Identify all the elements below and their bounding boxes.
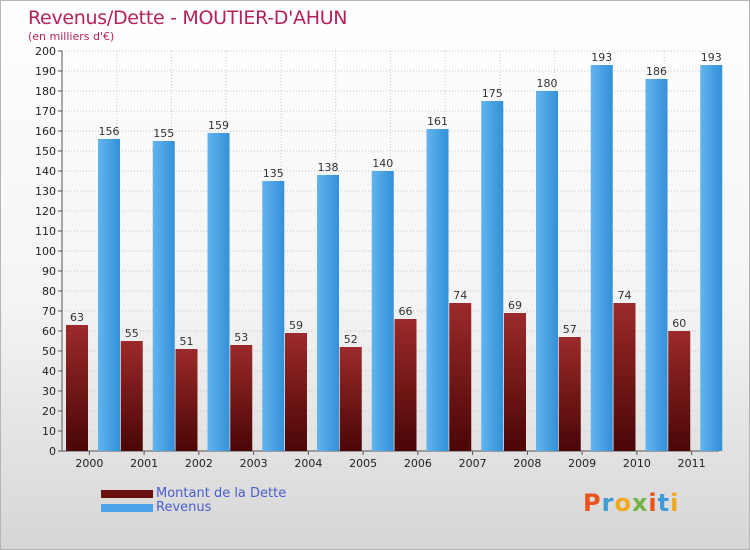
y-tick-label: 170 bbox=[35, 105, 56, 118]
data-label-revenue: 193 bbox=[591, 51, 612, 64]
data-label-debt: 63 bbox=[70, 311, 84, 324]
y-tick-label: 10 bbox=[42, 425, 56, 438]
bar-revenue bbox=[481, 101, 504, 451]
y-tick-label: 100 bbox=[35, 245, 56, 258]
bar-revenue bbox=[426, 129, 449, 451]
data-labels: 63 156 55 155 51 159 53 135 59 138 52 140 66 161 74 175… bbox=[70, 51, 722, 348]
bar-debt bbox=[120, 341, 143, 451]
bar-revenue bbox=[98, 139, 120, 451]
data-label-revenue: 159 bbox=[208, 119, 229, 132]
bar-debt bbox=[504, 313, 526, 451]
data-label-revenue: 186 bbox=[646, 65, 667, 78]
bar-revenue bbox=[317, 175, 339, 451]
bar-debt bbox=[66, 325, 88, 451]
bar-revenue bbox=[207, 133, 230, 451]
data-label-debt: 53 bbox=[234, 331, 248, 344]
bar-debt bbox=[285, 333, 307, 451]
legend-item-revenue: Revenus bbox=[101, 501, 286, 515]
y-tick-label: 0 bbox=[49, 445, 56, 458]
bar-revenue bbox=[590, 65, 613, 451]
y-tick-label: 150 bbox=[35, 145, 56, 158]
legend: Montant de la Dette Revenus bbox=[101, 487, 286, 515]
x-tick-label: 2005 bbox=[349, 457, 377, 470]
bar-debt bbox=[230, 345, 253, 451]
bar-revenue bbox=[371, 171, 394, 451]
data-label-debt: 69 bbox=[508, 299, 522, 312]
data-label-debt: 60 bbox=[672, 317, 686, 330]
y-tick-label: 120 bbox=[35, 205, 56, 218]
bar-revenue bbox=[645, 79, 668, 451]
y-tick-label: 130 bbox=[35, 185, 56, 198]
data-label-revenue: 161 bbox=[427, 115, 448, 128]
bar-debt bbox=[613, 303, 636, 451]
data-label-debt: 52 bbox=[344, 333, 358, 346]
bar-debt bbox=[394, 319, 417, 451]
x-tick-label: 2009 bbox=[568, 457, 596, 470]
data-label-debt: 51 bbox=[180, 335, 194, 348]
y-tick-label: 140 bbox=[35, 165, 56, 178]
axes: 0 10 20 30 40 50 60 70 80 90 100 110 120 130 140 150 160… bbox=[35, 45, 719, 470]
bar-revenue bbox=[536, 91, 558, 451]
x-tick-label: 2004 bbox=[294, 457, 322, 470]
y-tick-label: 160 bbox=[35, 125, 56, 138]
y-tick-label: 60 bbox=[42, 325, 56, 338]
data-label-revenue: 155 bbox=[153, 127, 174, 140]
y-tick-label: 70 bbox=[42, 305, 56, 318]
proxiti-logo: Proxiti bbox=[583, 489, 680, 517]
bar-revenue bbox=[262, 181, 285, 451]
x-tick-label: 2001 bbox=[130, 457, 158, 470]
bar-debt bbox=[668, 331, 691, 451]
y-tick-label: 50 bbox=[42, 345, 56, 358]
data-label-revenue: 156 bbox=[99, 125, 120, 138]
data-label-revenue: 138 bbox=[318, 161, 339, 174]
data-label-debt: 74 bbox=[453, 289, 467, 302]
y-tick-label: 90 bbox=[42, 265, 56, 278]
data-label-revenue: 140 bbox=[372, 157, 393, 170]
x-tick-label: 2003 bbox=[240, 457, 268, 470]
bar-debt bbox=[558, 337, 581, 451]
x-tick-label: 2008 bbox=[513, 457, 541, 470]
data-label-debt: 59 bbox=[289, 319, 303, 332]
legend-swatch-debt bbox=[101, 490, 153, 498]
legend-item-debt: Montant de la Dette bbox=[101, 487, 286, 501]
chart-subtitle: (en milliers d'€) bbox=[28, 30, 115, 43]
data-label-revenue: 193 bbox=[701, 51, 722, 64]
y-tick-label: 110 bbox=[35, 225, 56, 238]
bar-debt bbox=[175, 349, 198, 451]
y-tick-label: 40 bbox=[42, 365, 56, 378]
data-label-debt: 74 bbox=[618, 289, 632, 302]
x-tick-label: 2006 bbox=[404, 457, 432, 470]
data-label-revenue: 180 bbox=[537, 77, 558, 90]
data-label-debt: 55 bbox=[125, 327, 139, 340]
y-tick-label: 30 bbox=[42, 385, 56, 398]
bar-debt bbox=[449, 303, 472, 451]
data-label-debt: 57 bbox=[563, 323, 577, 336]
y-tick-label: 200 bbox=[35, 45, 56, 58]
y-tick-label: 190 bbox=[35, 65, 56, 78]
x-tick-label: 2011 bbox=[678, 457, 706, 470]
bar-revenue bbox=[700, 65, 723, 451]
legend-label-debt: Montant de la Dette bbox=[156, 486, 287, 501]
x-tick-label: 2010 bbox=[623, 457, 651, 470]
chart-title: Revenus/Dette - MOUTIER-D'AHUN bbox=[28, 7, 348, 29]
bar-revenue bbox=[152, 141, 175, 451]
y-tick-label: 80 bbox=[42, 285, 56, 298]
y-tick-label: 20 bbox=[42, 405, 56, 418]
legend-swatch-revenue bbox=[101, 504, 153, 512]
data-label-revenue: 135 bbox=[263, 167, 284, 180]
legend-label-revenue: Revenus bbox=[156, 500, 212, 515]
x-tick-label: 2007 bbox=[459, 457, 487, 470]
bar-debt bbox=[339, 347, 362, 451]
bars bbox=[66, 65, 723, 451]
y-tick-label: 180 bbox=[35, 85, 56, 98]
x-tick-label: 2002 bbox=[185, 457, 213, 470]
data-label-debt: 66 bbox=[399, 305, 413, 318]
x-tick-label: 2000 bbox=[75, 457, 103, 470]
data-label-revenue: 175 bbox=[482, 87, 503, 100]
